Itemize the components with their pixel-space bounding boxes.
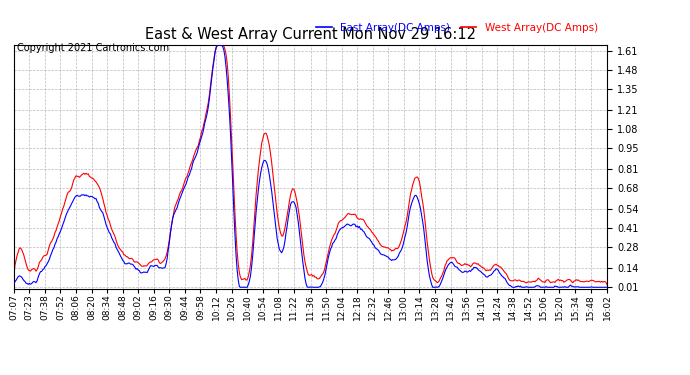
Legend: East Array(DC Amps), West Array(DC Amps): East Array(DC Amps), West Array(DC Amps) xyxy=(312,18,602,37)
Text: Copyright 2021 Cartronics.com: Copyright 2021 Cartronics.com xyxy=(17,43,169,52)
Title: East & West Array Current Mon Nov 29 16:12: East & West Array Current Mon Nov 29 16:… xyxy=(145,27,476,42)
